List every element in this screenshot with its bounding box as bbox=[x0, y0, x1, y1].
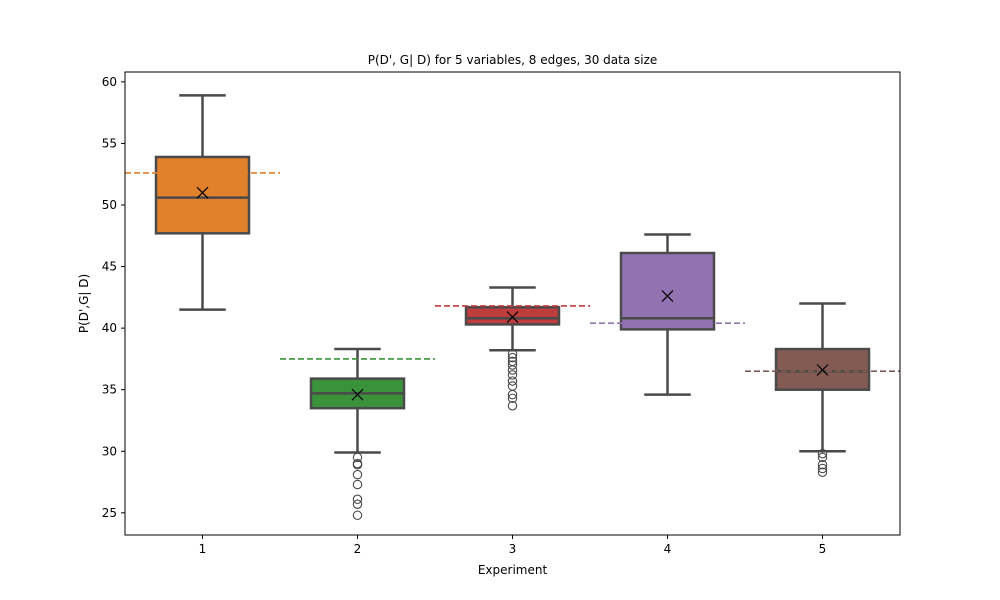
outlier-point bbox=[352, 460, 363, 470]
y-tick-label: 50 bbox=[102, 198, 117, 212]
outlier-point bbox=[507, 400, 518, 411]
outlier-point bbox=[507, 381, 518, 391]
outlier-point bbox=[352, 469, 363, 480]
chart-title: P(D', G| D) for 5 variables, 8 edges, 30… bbox=[368, 53, 658, 67]
y-tick-label: 30 bbox=[102, 444, 117, 458]
outlier-point bbox=[507, 349, 518, 359]
outlier-point bbox=[352, 499, 363, 509]
outlier-point bbox=[352, 494, 363, 505]
mean-marker bbox=[196, 186, 209, 199]
outlier-point bbox=[817, 452, 828, 463]
box-iqr bbox=[464, 305, 561, 326]
outlier-point bbox=[352, 452, 363, 463]
box-iqr bbox=[619, 251, 716, 331]
outlier-point bbox=[507, 370, 518, 380]
outlier-point bbox=[507, 376, 518, 386]
y-axis-title: P(D',G| D) bbox=[77, 274, 91, 333]
x-tick-label: 5 bbox=[819, 542, 827, 556]
mean-marker bbox=[661, 290, 674, 303]
mean-marker bbox=[351, 388, 364, 401]
mean-marker bbox=[506, 311, 519, 323]
outlier-point bbox=[507, 352, 518, 363]
outlier-point bbox=[817, 448, 828, 459]
y-tick-label: 55 bbox=[102, 136, 117, 150]
y-tick-label: 35 bbox=[102, 383, 117, 397]
y-tick-label: 40 bbox=[102, 321, 117, 335]
x-tick-label: 1 bbox=[199, 542, 207, 556]
outlier-point bbox=[817, 460, 828, 470]
outlier-point bbox=[352, 510, 363, 521]
outlier-point bbox=[817, 463, 828, 474]
x-tick-label: 4 bbox=[664, 542, 672, 556]
x-axis-title: Experiment bbox=[478, 563, 548, 577]
mean-marker bbox=[816, 364, 829, 376]
y-tick-label: 45 bbox=[102, 260, 117, 274]
outlier-point bbox=[352, 479, 363, 490]
y-tick-label: 60 bbox=[102, 75, 117, 89]
outlier-point bbox=[507, 389, 518, 400]
x-tick-label: 3 bbox=[509, 542, 517, 556]
outlier-point bbox=[507, 360, 518, 370]
x-tick-label: 2 bbox=[354, 542, 362, 556]
outlier-point bbox=[507, 365, 518, 375]
outlier-point bbox=[507, 393, 518, 404]
outlier-point bbox=[817, 467, 828, 477]
y-tick-label: 25 bbox=[102, 506, 117, 520]
box-iqr bbox=[154, 155, 251, 235]
